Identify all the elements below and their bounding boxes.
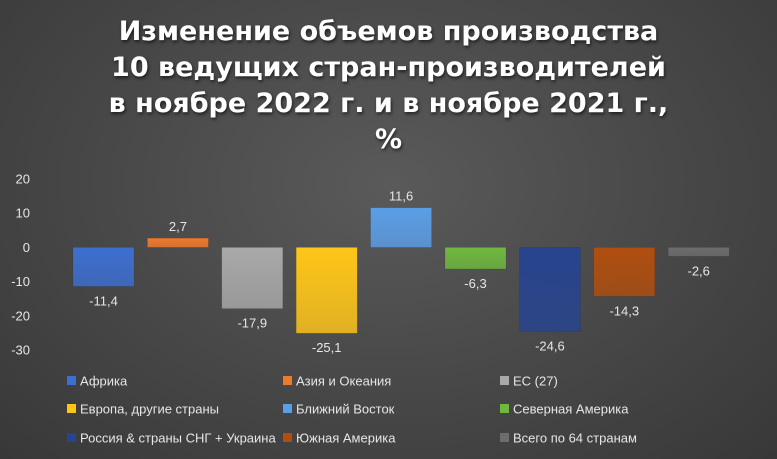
- chart-title-line-1: Изменение объемов производства: [118, 16, 659, 47]
- legend-label-россия-страны-снг-украина: Россия & страны СНГ + Украина: [80, 431, 276, 446]
- data-label-ближний-восток: 11,6: [389, 189, 413, 204]
- legend-swatch-ес-27: [500, 376, 509, 385]
- bar-азия-и-океания: [147, 237, 209, 248]
- bar-всего-по-64-странам: [667, 247, 730, 257]
- data-label-южная-америка: -14,3: [609, 303, 639, 318]
- legend-swatch-ближний-восток: [283, 404, 292, 413]
- legend-swatch-всего-по-64-странам: [500, 433, 509, 442]
- legend-swatch-россия-страны-снг-украина: [67, 433, 76, 442]
- data-label-африка: -11,4: [89, 293, 118, 308]
- legend-label-всего-по-64-странам: Всего по 64 странам: [513, 431, 637, 446]
- legend-swatch-африка: [67, 376, 76, 385]
- data-label-азия-и-океания: 2,7: [169, 219, 187, 234]
- bars: [72, 207, 730, 334]
- data-label-северная-америка: -6,3: [464, 276, 486, 291]
- bar-северная-америка: [444, 247, 507, 270]
- data-label-ес-27: -17,9: [237, 316, 267, 331]
- y-tick-label: 0: [23, 240, 30, 255]
- legend-label-европа-другие-страны: Европа, другие страны: [80, 402, 219, 417]
- chart-title-line-4: %: [374, 124, 403, 155]
- bar-россия-страны-снг-украина: [519, 247, 581, 332]
- y-axis: 20 10 0 -10 -20 -30: [11, 172, 30, 358]
- chart-title-line-3: в ноябре 2022 г. и в ноябре 2021 г.,: [108, 88, 669, 119]
- bar-африка: [72, 247, 135, 287]
- legend-label-ес-27: ЕС (27): [513, 374, 558, 389]
- data-label-россия-страны-снг-украина: -24,6: [535, 339, 565, 354]
- y-tick-label: -30: [11, 343, 30, 358]
- bar-южная-америка: [593, 247, 656, 297]
- y-tick-label: 10: [16, 206, 30, 221]
- data-label-всего-по-64-странам: -2,6: [687, 263, 709, 278]
- legend-label-южная-америка: Южная Америка: [296, 431, 396, 446]
- legend-label-азия-и-океания: Азия и Океания: [296, 374, 391, 389]
- legend-label-африка: Африка: [80, 374, 128, 389]
- legend: Африка Азия и Океания ЕС (27) Европа, други…: [67, 374, 637, 446]
- data-label-европа-другие-страны: -25,1: [312, 340, 342, 355]
- legend-label-северная-америка: Северная Америка: [513, 402, 629, 417]
- legend-swatch-северная-америка: [500, 404, 509, 413]
- bar-ближний-восток: [370, 207, 432, 248]
- y-tick-label: -10: [11, 274, 30, 289]
- y-tick-label: -20: [11, 308, 30, 323]
- y-tick-label: 20: [16, 172, 30, 187]
- bar-европа-другие-страны: [295, 247, 358, 334]
- chart-title: Изменение объемов производства 10 ведущи…: [0, 14, 777, 158]
- legend-label-ближний-восток: Ближний Восток: [296, 402, 395, 417]
- legend-swatch-азия-и-океания: [283, 376, 292, 385]
- legend-swatch-европа-другие-страны: [67, 404, 76, 413]
- data-labels: -11,4 2,7 -17,9 -25,1 11,6 -6,3 -24,6 -14,3 -2,6: [89, 189, 710, 356]
- bar-ес-27: [221, 247, 284, 309]
- legend-swatch-южная-америка: [283, 433, 292, 442]
- chart-title-line-2: 10 ведущих стран-производителей: [111, 52, 666, 83]
